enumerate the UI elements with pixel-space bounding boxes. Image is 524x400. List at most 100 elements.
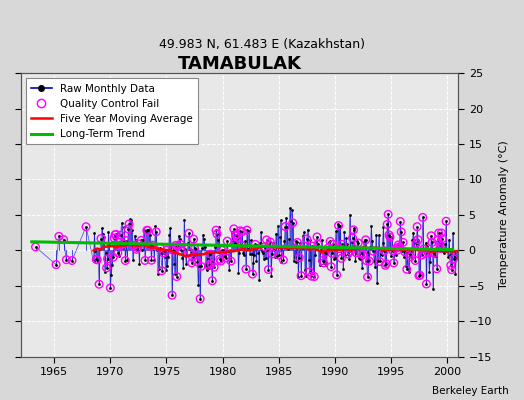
Point xyxy=(103,256,112,262)
Point xyxy=(141,257,149,264)
Point xyxy=(234,270,243,276)
Point xyxy=(141,228,150,234)
Point xyxy=(363,258,371,264)
Point xyxy=(220,246,228,253)
Point xyxy=(113,240,121,246)
Point xyxy=(352,250,361,256)
Point xyxy=(320,259,329,265)
Point xyxy=(420,250,429,257)
Point xyxy=(286,205,294,212)
Point xyxy=(320,260,328,266)
Point xyxy=(343,241,351,247)
Point xyxy=(414,236,422,243)
Point xyxy=(430,250,438,256)
Point xyxy=(106,285,115,291)
Point xyxy=(375,232,383,238)
Point xyxy=(427,232,435,239)
Point xyxy=(394,242,402,248)
Point xyxy=(386,234,394,240)
Point xyxy=(314,241,322,248)
Point xyxy=(415,272,423,279)
Point xyxy=(95,281,103,288)
Point xyxy=(219,253,227,259)
Point xyxy=(251,241,259,248)
Point xyxy=(264,266,272,273)
Point xyxy=(316,247,325,253)
Point xyxy=(420,246,428,252)
Point xyxy=(396,218,405,225)
Point xyxy=(434,230,443,236)
Point xyxy=(275,252,283,258)
Point xyxy=(220,252,228,259)
Point xyxy=(197,263,205,270)
Point xyxy=(187,250,195,256)
Point xyxy=(237,242,245,248)
Point xyxy=(217,247,226,254)
Point xyxy=(311,252,319,258)
Point xyxy=(156,244,164,251)
Point xyxy=(117,220,126,227)
Point xyxy=(217,247,226,254)
Legend: Raw Monthly Data, Quality Control Fail, Five Year Moving Average, Long-Term Tren: Raw Monthly Data, Quality Control Fail, … xyxy=(26,78,198,144)
Point xyxy=(394,242,402,248)
Point xyxy=(192,246,201,252)
Point xyxy=(96,246,104,252)
Point xyxy=(176,241,184,248)
Point xyxy=(150,257,158,263)
Point xyxy=(164,254,172,261)
Point xyxy=(384,211,392,218)
Point xyxy=(319,257,327,264)
Point xyxy=(361,237,369,243)
Point xyxy=(210,264,219,270)
Point xyxy=(193,258,202,265)
Point xyxy=(351,258,359,264)
Point xyxy=(135,261,144,267)
Point xyxy=(277,259,286,265)
Point xyxy=(222,255,231,261)
Point xyxy=(402,266,411,272)
Point xyxy=(299,232,307,239)
Point xyxy=(248,271,257,277)
Point xyxy=(100,233,108,240)
Point xyxy=(215,256,224,262)
Point xyxy=(246,251,254,258)
Point xyxy=(158,268,166,274)
Point xyxy=(350,227,358,233)
Point xyxy=(208,278,216,284)
Point xyxy=(289,258,298,264)
Point xyxy=(309,270,318,276)
Point xyxy=(342,235,350,242)
Point xyxy=(230,226,238,232)
Point xyxy=(452,254,461,260)
Point xyxy=(236,228,245,234)
Point xyxy=(424,250,432,256)
Point xyxy=(319,257,327,264)
Point xyxy=(160,254,169,260)
Point xyxy=(371,264,379,270)
Point xyxy=(337,255,345,262)
Point xyxy=(329,241,337,248)
Point xyxy=(378,240,387,246)
Y-axis label: Temperature Anomaly (°C): Temperature Anomaly (°C) xyxy=(499,140,509,289)
Point xyxy=(296,240,304,246)
Point xyxy=(354,240,363,246)
Point xyxy=(115,253,123,260)
Point xyxy=(212,227,220,233)
Point xyxy=(140,227,148,234)
Point xyxy=(436,245,445,252)
Point xyxy=(271,230,280,237)
Point xyxy=(166,225,174,231)
Point xyxy=(302,236,311,242)
Point xyxy=(238,228,246,235)
Point xyxy=(333,272,341,278)
Point xyxy=(409,230,418,236)
Point xyxy=(257,229,265,236)
Point xyxy=(193,258,202,265)
Point xyxy=(403,250,412,256)
Point xyxy=(338,241,346,248)
Point xyxy=(310,273,319,280)
Point xyxy=(432,266,441,272)
Point xyxy=(416,272,424,278)
Point xyxy=(434,230,443,236)
Point xyxy=(295,254,303,261)
